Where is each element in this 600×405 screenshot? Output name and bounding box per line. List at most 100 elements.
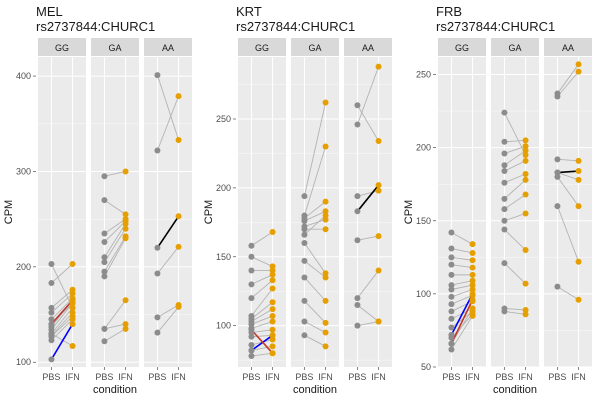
ifn-point	[122, 297, 129, 304]
chart-title: MEL	[36, 4, 63, 19]
sample-line	[451, 232, 473, 245]
pbs-point	[154, 329, 161, 336]
sample-line	[451, 248, 473, 254]
x-tick-label: IFN	[171, 372, 186, 382]
sample-line	[557, 205, 579, 262]
pbs-point	[101, 254, 108, 261]
pbs-point	[301, 193, 308, 200]
ifn-point	[375, 63, 382, 70]
pbs-point	[554, 283, 561, 290]
y-tick-label: 100	[16, 357, 31, 367]
sample-line	[251, 315, 273, 325]
sample-line	[304, 277, 326, 302]
sample-line	[357, 190, 379, 197]
pbs-point	[448, 324, 455, 331]
x-tick-label: IFN	[318, 372, 333, 382]
pbs-point	[301, 297, 308, 304]
y-tick-label: 200	[16, 262, 31, 272]
sample-line	[251, 231, 273, 247]
facet-panel	[144, 57, 192, 367]
pbs-point	[48, 260, 55, 267]
pbs-point	[101, 268, 108, 275]
ifn-point	[122, 220, 129, 227]
x-tick-label: PBS	[548, 372, 566, 382]
ifn-point	[469, 305, 476, 312]
x-tick-label: IFN	[371, 372, 386, 382]
x-tick-label: PBS	[495, 372, 513, 382]
pbs-point	[48, 321, 55, 328]
sample-line	[304, 219, 326, 227]
ifn-point	[122, 325, 129, 332]
facet-gg: GG PBS IFN	[38, 38, 86, 382]
x-axis-label: condition	[493, 384, 537, 396]
y-tick-label: 200	[416, 143, 431, 153]
ifn-point	[375, 182, 382, 189]
y-tick-label: 150	[216, 252, 231, 262]
facet-strip	[144, 38, 192, 56]
sample-line	[51, 307, 73, 334]
pbs-point	[448, 346, 455, 353]
ifn-point	[469, 312, 476, 319]
sample-line	[157, 246, 179, 274]
x-tick-label: IFN	[571, 372, 586, 382]
sample-line	[104, 223, 126, 258]
y-axis-label: CPM	[203, 200, 215, 224]
sample-line	[51, 298, 73, 320]
sample-line	[504, 139, 526, 143]
sample-line	[357, 66, 379, 125]
ifn-point	[322, 143, 329, 150]
facet-strip	[38, 38, 86, 56]
sample-line	[557, 71, 579, 97]
y-tick-label: 50	[421, 362, 431, 372]
pbs-point	[101, 273, 108, 280]
x-tick-label: IFN	[518, 372, 533, 382]
sample-line	[451, 315, 473, 350]
facet-strip	[91, 38, 139, 56]
ifn-point	[175, 303, 182, 310]
facet-strip-label: GG	[55, 43, 69, 53]
sample-line	[504, 310, 526, 315]
pbs-point	[154, 270, 161, 277]
pbs-point	[248, 326, 255, 333]
chart-title: FRB	[436, 4, 462, 19]
ifn-point	[469, 277, 476, 284]
facet-strip	[438, 38, 486, 56]
sample-line	[504, 179, 526, 200]
pbs-point	[301, 226, 308, 233]
ifn-point	[575, 168, 582, 175]
y-axis-label: CPM	[3, 200, 15, 224]
ifn-point	[175, 93, 182, 100]
ifn-point	[69, 290, 76, 297]
sample-line	[451, 289, 473, 298]
ifn-point	[575, 61, 582, 68]
pbs-point	[248, 242, 255, 249]
ifn-point	[175, 243, 182, 250]
pbs-point	[354, 193, 361, 200]
sample-line	[104, 171, 126, 177]
sample-line	[304, 300, 326, 324]
sample-line	[557, 64, 579, 94]
pbs-point	[354, 121, 361, 128]
sample-line	[51, 312, 73, 336]
ifn-point	[269, 285, 276, 292]
ifn-point	[69, 316, 76, 323]
x-tick-label: IFN	[118, 372, 133, 382]
sample-line	[504, 308, 526, 311]
pbs-point	[354, 295, 361, 302]
highlight-line	[557, 170, 579, 174]
pbs-point	[554, 203, 561, 210]
ifn-point	[175, 136, 182, 143]
sample-line	[104, 228, 126, 263]
pbs-point	[501, 150, 508, 157]
sample-line	[504, 213, 526, 222]
ifn-point	[469, 271, 476, 278]
sample-line	[104, 220, 126, 243]
ifn-point	[522, 137, 529, 144]
pbs-point	[154, 147, 161, 154]
sample-line	[504, 229, 526, 251]
facet-ga: GA PBS IFN	[491, 38, 539, 382]
pbs-point	[448, 282, 455, 289]
facet-strip	[491, 38, 539, 56]
sample-line	[104, 199, 126, 215]
